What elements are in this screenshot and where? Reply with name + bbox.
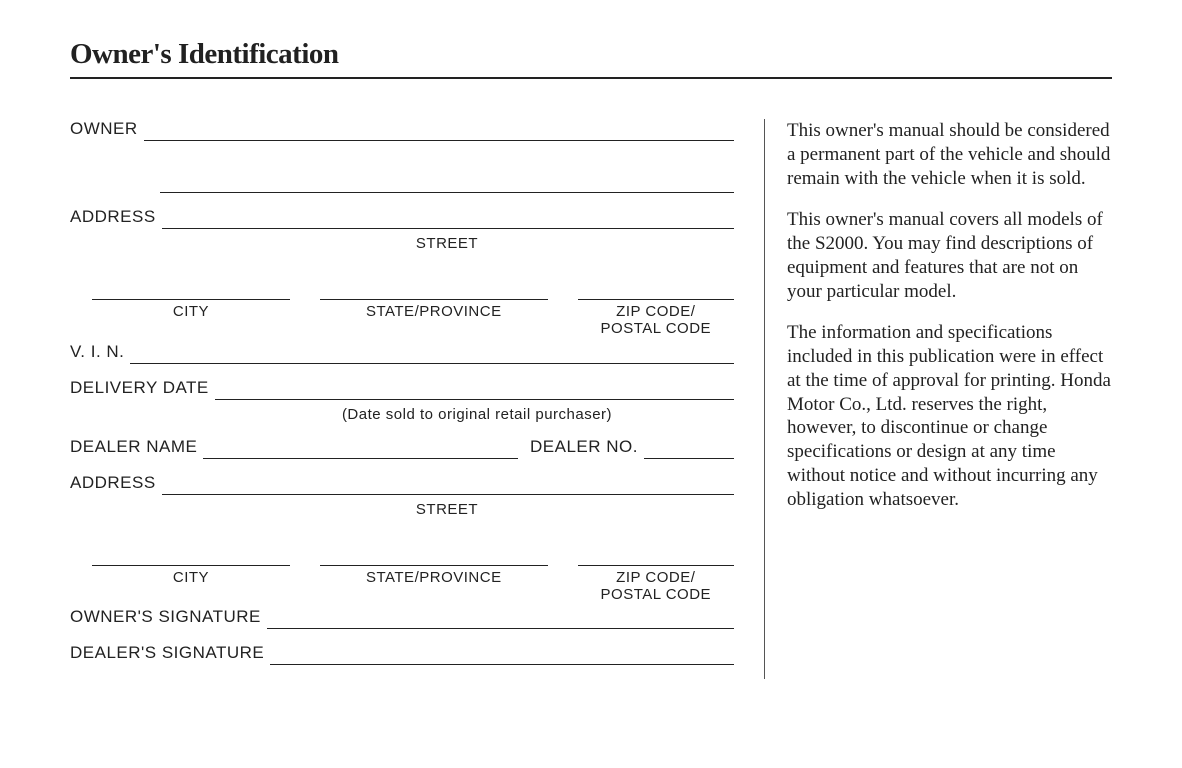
owner-line-1[interactable] <box>144 119 734 141</box>
page-title: Owner's Identification <box>70 38 1112 79</box>
delivery-line[interactable] <box>215 378 734 400</box>
owner-line-2[interactable] <box>160 171 734 193</box>
delivery-block: DELIVERY DATE (Date sold to original ret… <box>70 378 734 423</box>
dealer-city-sublabel: CITY <box>92 566 290 586</box>
owner-city-line[interactable] <box>92 278 290 300</box>
dealer-zip-sublabel-2: POSTAL CODE <box>601 586 712 603</box>
content-wrapper: OWNER ADDRESS STREET CITY STATE/PR <box>70 119 1112 679</box>
owner-city-sublabel: CITY <box>92 300 290 320</box>
dealer-address-triple: CITY STATE/PROVINCE ZIP CODE/ POSTAL COD… <box>92 544 734 604</box>
owner-block: OWNER <box>70 119 734 193</box>
dealer-sig-label: DEALER'S SIGNATURE <box>70 643 270 665</box>
owner-sig-label: OWNER'S SIGNATURE <box>70 607 267 629</box>
dealer-zip-sublabel: ZIP CODE/ POSTAL CODE <box>578 566 734 604</box>
owner-address-label: ADDRESS <box>70 207 162 229</box>
dealer-name-line[interactable] <box>203 437 518 459</box>
dealer-city-line[interactable] <box>92 544 290 566</box>
form-column: OWNER ADDRESS STREET CITY STATE/PR <box>70 119 765 679</box>
owner-zip-sublabel: ZIP CODE/ POSTAL CODE <box>578 300 734 338</box>
delivery-label: DELIVERY DATE <box>70 378 215 400</box>
dealer-address-label: ADDRESS <box>70 473 162 495</box>
dealer-zip-line[interactable] <box>578 544 734 566</box>
dealer-street-line[interactable] <box>162 473 734 495</box>
owner-address-triple: CITY STATE/PROVINCE ZIP CODE/ POSTAL COD… <box>92 278 734 338</box>
dealer-sig-block: DEALER'S SIGNATURE <box>70 643 734 665</box>
owner-label: OWNER <box>70 119 144 141</box>
paragraph-2: This owner's manual covers all models of… <box>787 208 1112 303</box>
dealer-name-label: DEALER NAME <box>70 437 203 459</box>
owner-zip-sublabel-2: POSTAL CODE <box>601 320 712 337</box>
vin-label: V. I. N. <box>70 342 130 364</box>
owner-sig-block: OWNER'S SIGNATURE <box>70 607 734 629</box>
dealer-state-line[interactable] <box>320 544 548 566</box>
dealer-sig-line[interactable] <box>270 643 734 665</box>
dealer-address-block: ADDRESS STREET CITY STATE/PROVINCE ZIP C… <box>70 473 734 604</box>
owner-street-sublabel: STREET <box>160 233 734 252</box>
paragraph-1: This owner's manual should be considered… <box>787 119 1112 190</box>
delivery-sublabel: (Date sold to original retail purchaser) <box>220 404 734 423</box>
dealer-state-sublabel: STATE/PROVINCE <box>320 566 548 586</box>
paragraph-3: The information and specifications inclu… <box>787 321 1112 511</box>
dealer-no-label: DEALER NO. <box>518 437 644 459</box>
owner-address-block: ADDRESS STREET CITY STATE/PROVINCE ZIP C… <box>70 207 734 338</box>
owner-street-line[interactable] <box>162 207 734 229</box>
vin-line[interactable] <box>130 342 734 364</box>
owner-state-line[interactable] <box>320 278 548 300</box>
dealer-row: DEALER NAME DEALER NO. <box>70 437 734 459</box>
owner-sig-line[interactable] <box>267 607 734 629</box>
owner-state-sublabel: STATE/PROVINCE <box>320 300 548 320</box>
text-column: This owner's manual should be considered… <box>765 119 1112 679</box>
vin-block: V. I. N. <box>70 342 734 364</box>
dealer-zip-sublabel-1: ZIP CODE/ <box>616 569 695 586</box>
dealer-street-sublabel: STREET <box>160 499 734 518</box>
owner-zip-line[interactable] <box>578 278 734 300</box>
owner-zip-sublabel-1: ZIP CODE/ <box>616 303 695 320</box>
dealer-no-line[interactable] <box>644 437 734 459</box>
